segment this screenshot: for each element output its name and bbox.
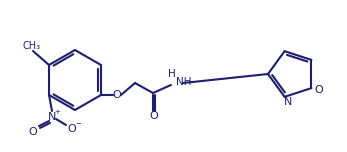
Text: O: O [29, 127, 37, 137]
Text: +: + [54, 109, 60, 115]
Text: −: − [75, 121, 81, 127]
Text: O: O [314, 85, 323, 95]
Text: O: O [150, 111, 158, 121]
Text: N: N [48, 112, 56, 122]
Text: NH: NH [176, 77, 192, 87]
Text: N: N [283, 97, 292, 107]
Text: H: H [168, 69, 176, 79]
Text: CH₃: CH₃ [23, 41, 41, 51]
Text: O: O [68, 124, 76, 134]
Text: O: O [113, 90, 121, 100]
